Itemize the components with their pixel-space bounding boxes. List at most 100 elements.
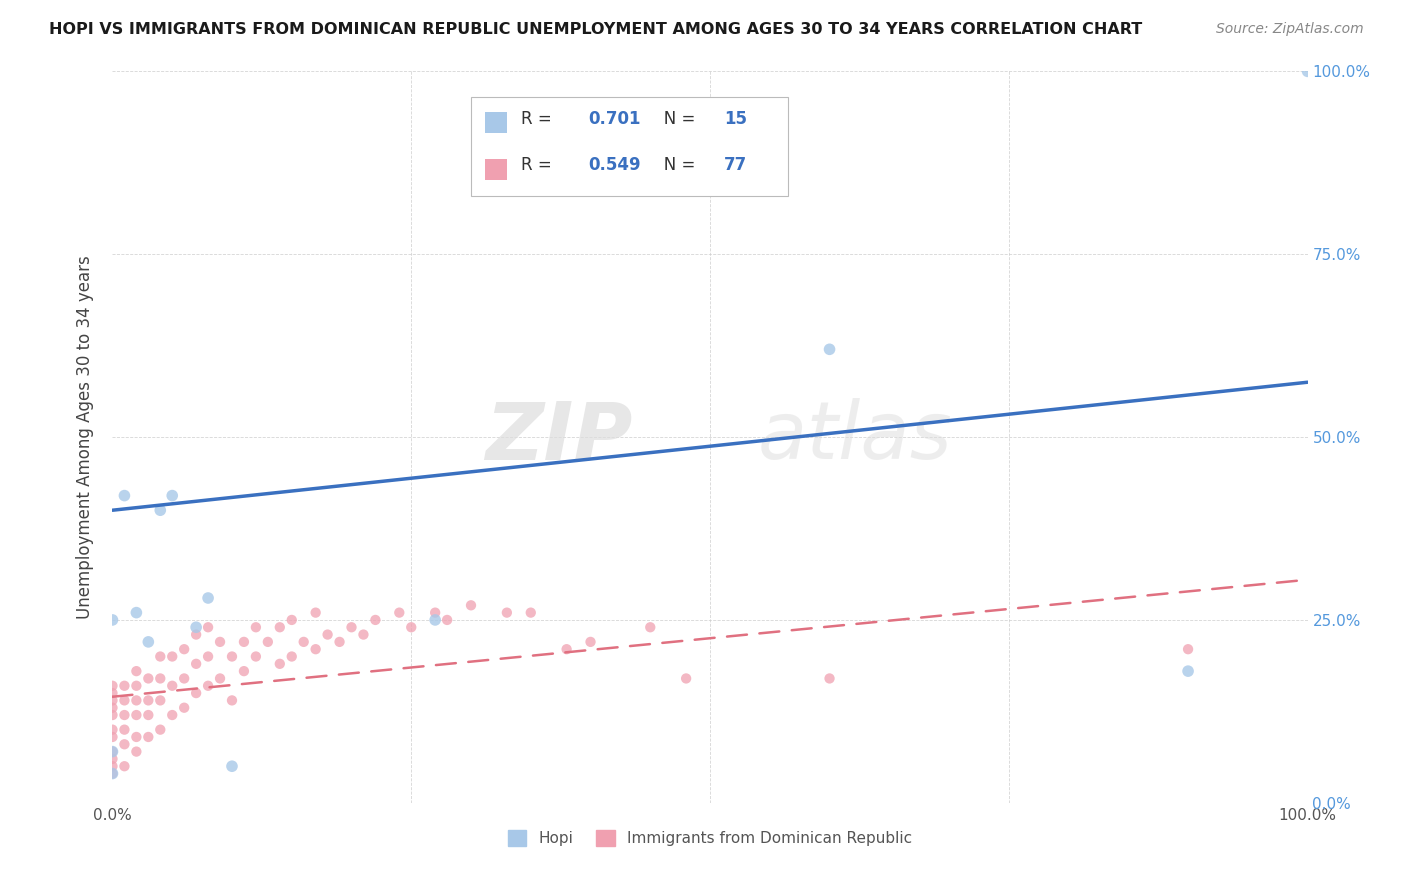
Point (125, 730, 148, 744)
Point (114, 679, 135, 693)
FancyBboxPatch shape (485, 112, 508, 134)
Point (114, 708, 135, 723)
Point (292, 635, 315, 649)
Point (186, 627, 208, 641)
Point (101, 700, 124, 714)
Point (101, 759, 124, 773)
Point (138, 635, 160, 649)
Point (209, 672, 232, 686)
Point (1177, 664, 1199, 678)
Text: Source: ZipAtlas.com: Source: ZipAtlas.com (1216, 22, 1364, 37)
Point (281, 613, 304, 627)
Point (173, 642, 195, 657)
Point (186, 620, 208, 634)
Point (221, 649, 243, 664)
FancyBboxPatch shape (485, 159, 508, 180)
Point (364, 613, 387, 627)
Point (162, 649, 183, 664)
Text: 0.549: 0.549 (588, 156, 641, 174)
Text: R =: R = (522, 110, 557, 128)
Point (101, 766, 124, 780)
Point (101, 679, 124, 693)
Point (125, 708, 148, 723)
Point (520, 606, 543, 620)
Point (496, 606, 519, 620)
Point (101, 708, 124, 723)
Point (186, 657, 208, 671)
Point (162, 679, 183, 693)
Point (1296, 64, 1319, 78)
Point (114, 489, 135, 503)
Point (197, 649, 219, 664)
Point (114, 737, 135, 751)
Point (186, 686, 208, 700)
Point (460, 599, 482, 613)
Point (818, 343, 841, 357)
Point (340, 620, 363, 634)
Point (149, 503, 172, 517)
Point (149, 693, 172, 707)
Text: N =: N = (648, 156, 700, 174)
Point (281, 649, 304, 664)
Text: 77: 77 (724, 156, 748, 174)
Point (209, 635, 232, 649)
Text: 15: 15 (724, 110, 748, 128)
Point (316, 627, 339, 641)
Point (149, 649, 172, 664)
Point (101, 613, 124, 627)
Legend: Hopi, Immigrants from Dominican Republic: Hopi, Immigrants from Dominican Republic (501, 822, 920, 854)
Point (162, 708, 183, 723)
Point (125, 664, 148, 678)
Text: N =: N = (648, 110, 700, 128)
Y-axis label: Unemployment Among Ages 30 to 34 years: Unemployment Among Ages 30 to 34 years (76, 255, 94, 619)
Point (245, 649, 267, 664)
Point (352, 627, 374, 641)
Point (436, 613, 458, 627)
Point (162, 489, 183, 503)
Point (149, 723, 172, 737)
Point (101, 745, 124, 759)
Point (125, 679, 148, 693)
Point (125, 693, 148, 707)
Text: R =: R = (522, 156, 557, 174)
Point (425, 606, 447, 620)
Point (555, 642, 578, 657)
Point (818, 672, 841, 686)
Point (138, 708, 160, 723)
Point (233, 664, 256, 678)
Point (269, 620, 291, 634)
Point (138, 730, 160, 744)
Point (401, 620, 423, 634)
Point (425, 613, 447, 627)
Point (197, 620, 219, 634)
FancyBboxPatch shape (471, 97, 787, 195)
Text: atlas: atlas (758, 398, 953, 476)
Point (101, 693, 124, 707)
Point (138, 693, 160, 707)
Point (114, 759, 135, 773)
Point (305, 642, 328, 657)
Point (114, 723, 135, 737)
Point (101, 723, 124, 737)
Point (101, 752, 124, 766)
Point (101, 686, 124, 700)
Point (101, 766, 124, 780)
Text: ZIP: ZIP (485, 398, 633, 476)
Point (101, 730, 124, 744)
Point (388, 606, 411, 620)
Point (138, 672, 160, 686)
Point (233, 635, 256, 649)
Point (1177, 642, 1199, 657)
Point (221, 693, 243, 707)
Point (173, 672, 195, 686)
Point (125, 745, 148, 759)
Point (640, 620, 662, 634)
Point (675, 672, 697, 686)
Point (305, 606, 328, 620)
Point (245, 620, 267, 634)
Point (114, 693, 135, 707)
Point (197, 591, 219, 605)
Point (257, 635, 280, 649)
Point (221, 759, 243, 773)
Point (579, 635, 602, 649)
